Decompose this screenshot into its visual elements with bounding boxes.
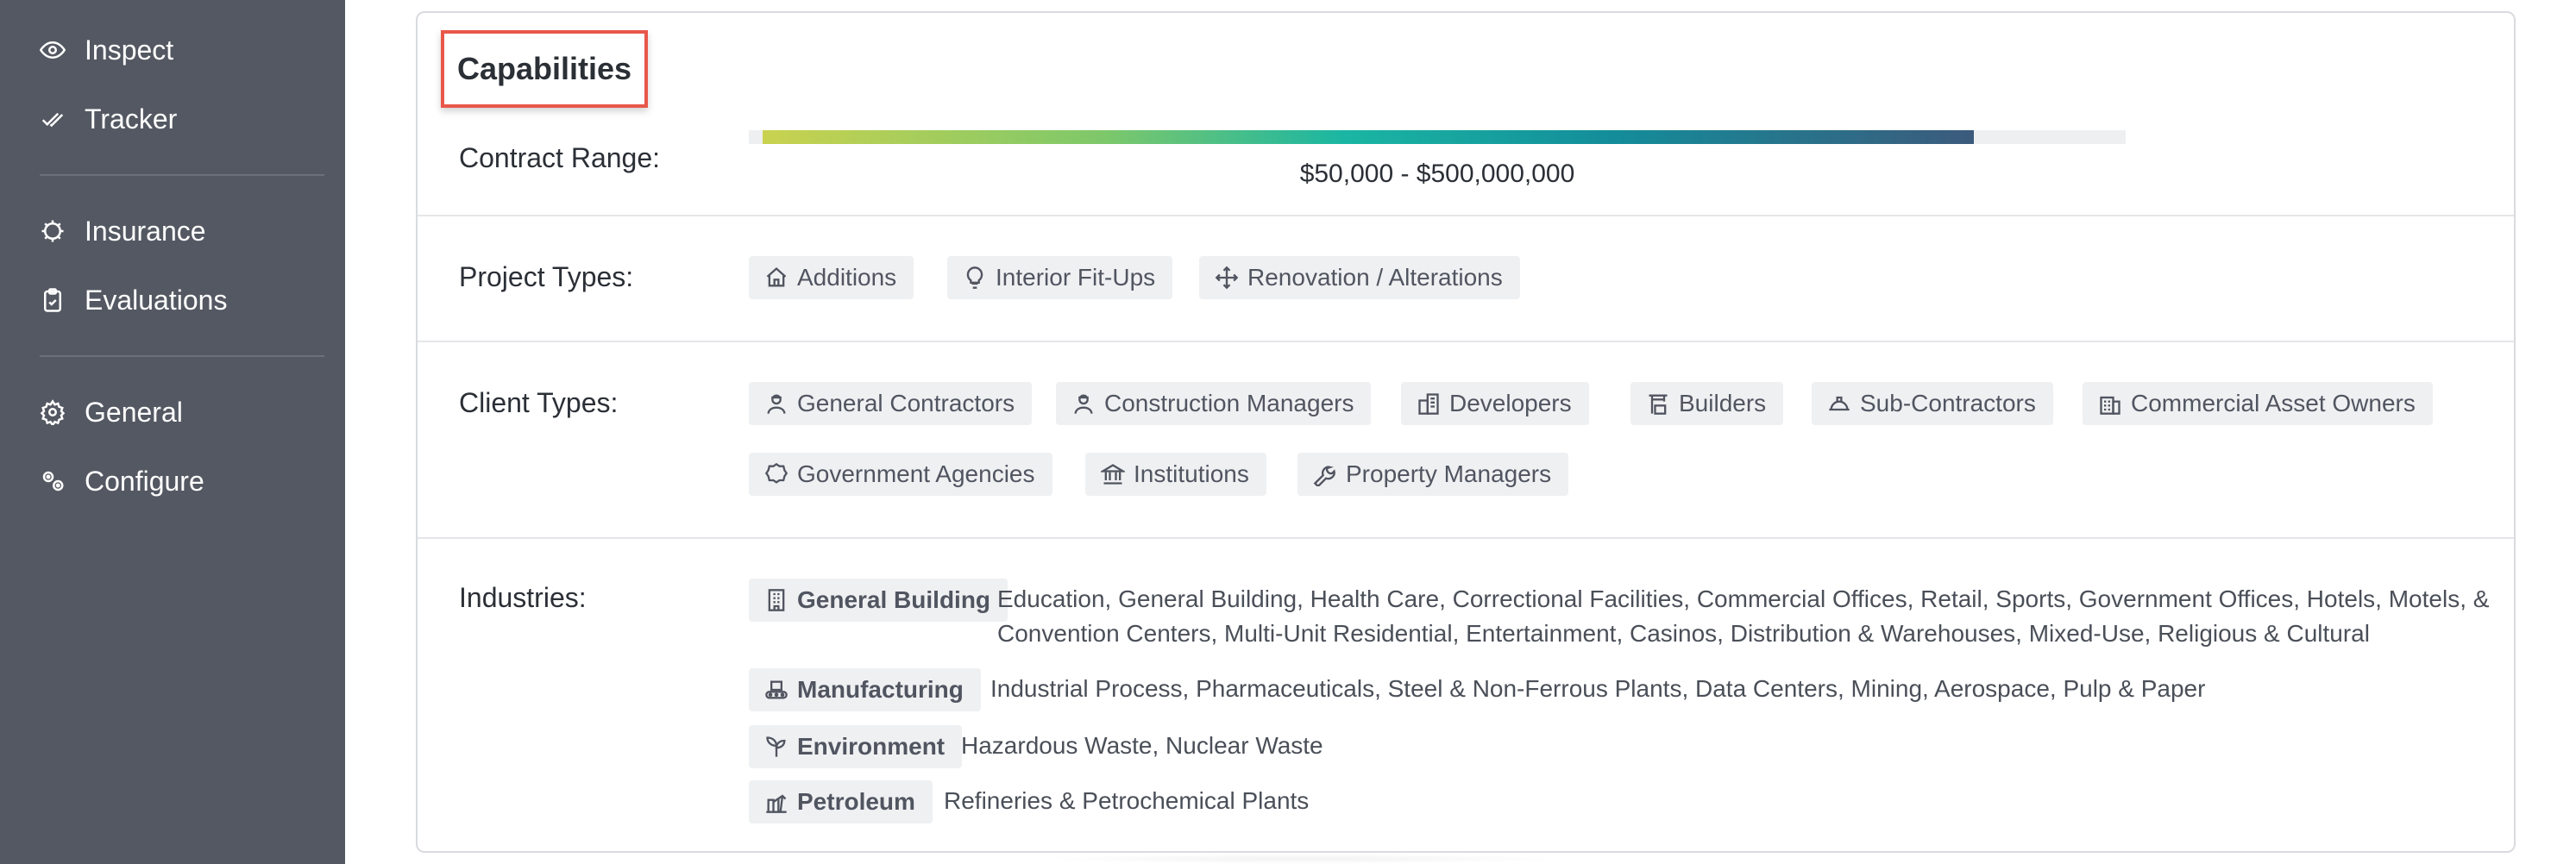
sidebar-item-insurance[interactable]: Insurance — [40, 205, 206, 257]
buildings-icon — [1418, 393, 1439, 415]
contract-range-bar — [749, 130, 2126, 144]
tag-commercial-asset-owners[interactable]: Commercial Asset Owners — [2083, 382, 2433, 425]
tag-general-building[interactable]: General Building — [749, 579, 1008, 622]
tag-label: General Building — [797, 586, 991, 613]
capabilities-title-highlight: Capabilities — [441, 30, 648, 108]
industry-description: Education, General Building, Health Care… — [997, 585, 2490, 647]
sidebar-item-label: Configure — [85, 465, 204, 497]
industry-description: Refineries & Petrochemical Plants — [944, 787, 1310, 814]
tag-label: Commercial Asset Owners — [2131, 390, 2416, 416]
tag-property-managers[interactable]: Property Managers — [1297, 453, 1569, 496]
capabilities-card: Capabilities Contract Range: $50,000 - $… — [416, 11, 2516, 853]
tag-label: Renovation / Alterations — [1247, 264, 1503, 291]
seedling-icon — [766, 736, 786, 757]
tag-interior-fit-ups[interactable]: Interior Fit-Ups — [947, 256, 1173, 299]
oil-pump-icon — [766, 794, 787, 813]
tag-label: Interior Fit-Ups — [996, 264, 1156, 291]
project-types-label: Project Types: — [459, 261, 634, 292]
building-icon — [768, 589, 785, 611]
industry-description: Hazardous Waste, Nuclear Waste — [961, 732, 1323, 759]
tag-environment[interactable]: Environment — [749, 725, 963, 768]
tag-petroleum[interactable]: Petroleum — [749, 780, 933, 823]
sidebar-divider — [40, 355, 324, 357]
tag-label: Manufacturing — [797, 676, 964, 703]
shield-gear-icon — [41, 220, 64, 242]
tag-manufacturing[interactable]: Manufacturing — [749, 668, 981, 711]
tag-label: Government Agencies — [797, 460, 1035, 487]
bottom-shadow — [1035, 854, 1570, 864]
sidebar-item-label: Inspect — [85, 34, 174, 66]
contract-range-fill — [762, 130, 1975, 144]
section-divider — [418, 215, 2514, 216]
sidebar-item-configure[interactable]: Configure — [40, 455, 204, 507]
eye-icon — [40, 41, 66, 59]
tag-institutions[interactable]: Institutions — [1085, 453, 1266, 496]
hard-hat-icon — [1829, 396, 1850, 411]
institution-icon — [1101, 464, 1125, 485]
tag-label: General Contractors — [797, 390, 1015, 416]
tag-label: Developers — [1449, 390, 1572, 416]
crane-icon — [1649, 394, 1668, 415]
industry-description: Industrial Process, Pharmaceuticals, Ste… — [990, 675, 2206, 702]
tag-label: Petroleum — [797, 788, 915, 815]
tag-label: Sub-Contractors — [1860, 390, 2036, 416]
tag-label: Additions — [797, 264, 897, 291]
section-divider — [418, 537, 2514, 539]
move-arrows-icon — [1215, 266, 1239, 290]
tag-renovation-alterations[interactable]: Renovation / Alterations — [1199, 256, 1520, 299]
tag-construction-managers[interactable]: Construction Managers — [1056, 382, 1372, 425]
tag-label: Property Managers — [1346, 460, 1552, 487]
sidebar-item-label: General — [85, 396, 183, 428]
tag-label: Environment — [797, 733, 946, 760]
tag-label: Construction Managers — [1104, 390, 1354, 416]
check-double-icon — [41, 112, 64, 128]
worker-icon — [767, 394, 786, 414]
home-icon — [766, 266, 787, 287]
gears-icon — [42, 471, 64, 491]
tag-label: Builders — [1679, 390, 1767, 416]
contract-range-value: $50,000 - $500,000,000 — [1299, 160, 1575, 188]
tag-general-contractors[interactable]: General Contractors — [749, 382, 1033, 425]
sidebar: Inspect Tracker Insurance Evaluations Ge… — [0, 0, 345, 864]
tag-builders[interactable]: Builders — [1630, 382, 1784, 425]
sidebar-item-label: Insurance — [85, 215, 206, 247]
sidebar-item-general[interactable]: General — [40, 386, 183, 438]
gear-icon — [40, 399, 66, 425]
page-title: Capabilities — [456, 51, 632, 86]
badge-icon — [764, 462, 789, 484]
sidebar-item-inspect[interactable]: Inspect — [40, 24, 173, 76]
tag-developers[interactable]: Developers — [1401, 382, 1589, 425]
tag-government-agencies[interactable]: Government Agencies — [749, 453, 1052, 496]
conveyor-icon — [765, 680, 788, 699]
contract-range-label: Contract Range: — [459, 142, 661, 173]
worker-icon — [1074, 394, 1093, 414]
wrench-icon — [1313, 466, 1335, 486]
sidebar-item-label: Evaluations — [85, 284, 228, 316]
sidebar-divider — [40, 174, 324, 176]
office-building-icon — [2100, 396, 2120, 415]
lightbulb-icon — [966, 266, 983, 289]
industries-label: Industries: — [459, 582, 587, 613]
sidebar-item-label: Tracker — [85, 103, 178, 135]
sidebar-item-evaluations[interactable]: Evaluations — [40, 274, 227, 326]
tag-additions[interactable]: Additions — [749, 256, 914, 299]
sidebar-item-tracker[interactable]: Tracker — [40, 93, 177, 145]
section-divider — [418, 341, 2514, 342]
tag-sub-contractors[interactable]: Sub-Contractors — [1812, 382, 2053, 425]
tag-label: Institutions — [1134, 460, 1249, 487]
clipboard-icon — [44, 288, 61, 312]
client-types-label: Client Types: — [459, 387, 619, 418]
